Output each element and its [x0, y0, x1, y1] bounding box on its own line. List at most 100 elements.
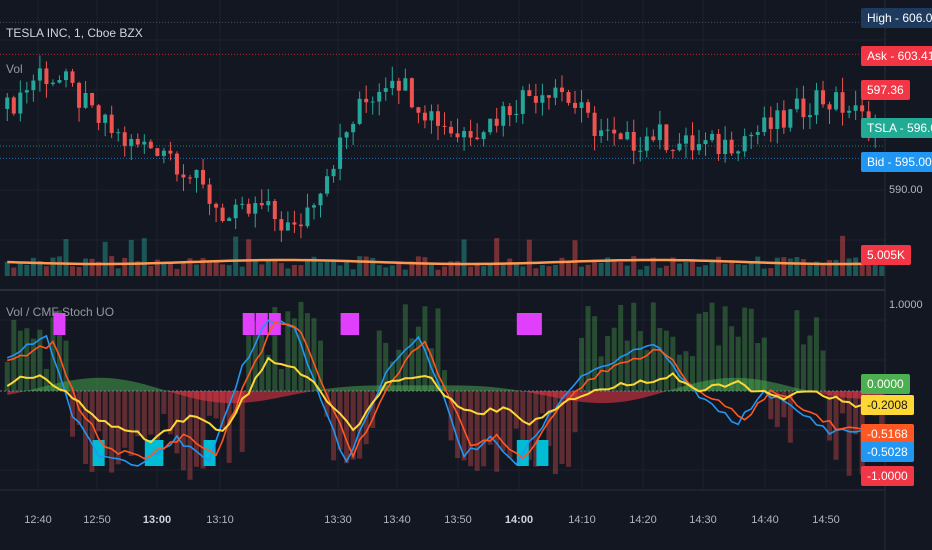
volume-bar	[428, 263, 434, 276]
candle-body	[24, 90, 29, 93]
volume-bar	[11, 267, 17, 276]
oversold-marker	[536, 440, 549, 466]
volume-bar	[853, 257, 859, 276]
candle-body	[325, 176, 330, 194]
volume-bars	[4, 235, 885, 276]
osc-volume-bar	[572, 391, 578, 433]
candle-body	[377, 91, 382, 102]
candle-body	[83, 92, 88, 108]
osc-series-line	[6, 356, 883, 444]
volume-bar	[507, 258, 513, 276]
volume-bar	[63, 239, 69, 276]
time-tick-label: 13:40	[383, 514, 411, 526]
osc-volume-bar	[213, 391, 219, 419]
volume-bar	[311, 256, 317, 276]
volume-legend[interactable]: Vol	[6, 62, 23, 76]
candle-body	[723, 139, 728, 154]
candle-body	[775, 110, 780, 129]
osc-volume-bar	[827, 391, 833, 441]
volume-bar	[141, 238, 147, 276]
volume-bar	[226, 265, 232, 276]
volume-bar	[846, 258, 852, 276]
osc-volume-bar	[442, 370, 447, 391]
volume-ma-line	[7, 258, 882, 266]
volume-bar	[285, 268, 291, 276]
candle-body	[174, 153, 179, 175]
osc-volume-bar	[683, 351, 689, 391]
candle-body	[631, 131, 636, 151]
candle-body	[331, 168, 336, 177]
volume-bar	[389, 265, 395, 276]
osc-volume-bar	[716, 345, 722, 391]
candle-body	[344, 132, 349, 138]
osc-volume-bar	[742, 307, 748, 391]
candle-body	[442, 125, 447, 127]
candle-body	[644, 136, 649, 151]
volume-bar	[468, 266, 474, 276]
osc-bottom-tag: -1.0000	[861, 466, 914, 486]
volume-bar	[128, 239, 134, 276]
osc-volume-bar	[735, 336, 741, 391]
candle-body	[11, 97, 16, 114]
volume-bar	[572, 240, 578, 276]
volume-bar	[298, 265, 304, 276]
osc-volume-bar	[755, 343, 761, 391]
overbought-marker	[53, 313, 66, 335]
candle-body	[612, 129, 617, 134]
candle-body	[755, 132, 760, 135]
candle-body	[370, 101, 375, 103]
osc-volume-bar	[585, 306, 591, 391]
volume-bar	[827, 259, 833, 276]
volume-bar	[683, 262, 689, 276]
candle-body	[364, 98, 369, 103]
candle-body	[449, 126, 454, 134]
osc-volume-bar	[800, 344, 806, 391]
volume-bar	[879, 265, 885, 276]
volume-bar	[618, 262, 624, 276]
time-tick-label: 14:10	[568, 514, 596, 526]
symbol-legend[interactable]: TESLA INC, 1, Cboe BZX	[6, 26, 143, 40]
osc-volume-bar	[507, 391, 513, 458]
osc-volume-bar	[167, 391, 173, 435]
candle-body	[507, 106, 512, 116]
candle-body	[129, 138, 134, 146]
osc-volume-bar	[344, 391, 350, 464]
osc-volume-bar	[324, 391, 330, 417]
volume-bar	[350, 269, 356, 276]
osc-volume-bar	[24, 328, 30, 391]
osc-volume-bar	[579, 337, 585, 391]
osc-volume-bar	[17, 330, 23, 391]
candle-body	[573, 102, 578, 108]
candle-body	[298, 224, 303, 227]
volume-bar	[781, 257, 787, 276]
volume-bar	[650, 257, 656, 276]
volume-bar	[565, 262, 571, 276]
volume-bar	[89, 258, 95, 276]
candle-body	[201, 169, 206, 185]
volume-bar	[337, 265, 343, 276]
candle-body	[527, 90, 532, 96]
candle-body	[677, 143, 682, 151]
candle-body	[429, 111, 434, 121]
candle-body	[70, 71, 75, 83]
osc-volume-bar	[200, 391, 206, 469]
osc-volume-bar	[102, 391, 108, 456]
volume-bar	[30, 257, 36, 276]
candle-body	[246, 203, 251, 214]
indicator-legend[interactable]: Vol / CMF Stoch UO	[6, 305, 115, 319]
osc-blue-tag: -0.5028	[861, 442, 914, 462]
volume-bar	[24, 264, 30, 276]
osc-volume-bar	[350, 391, 356, 460]
osc-volume-bar	[30, 338, 36, 391]
osc-volume-bar	[468, 391, 474, 467]
volume-bar	[637, 269, 643, 276]
volume-bar	[455, 261, 461, 276]
volume-bar	[207, 262, 213, 276]
volume-bar	[415, 256, 421, 276]
candle-body	[827, 104, 832, 110]
osc-volume-bar	[611, 327, 617, 391]
candle-body	[821, 90, 826, 105]
volume-bar	[533, 268, 539, 276]
volume-bar	[265, 260, 271, 276]
